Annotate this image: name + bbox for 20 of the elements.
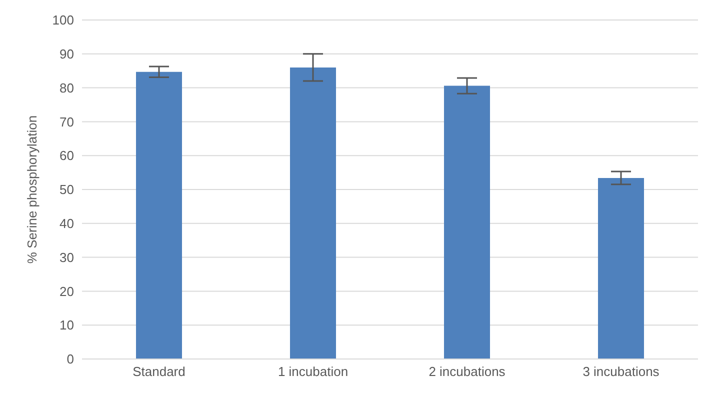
x-tick-label: 3 incubations: [582, 364, 660, 380]
y-tick-label: 90: [60, 46, 74, 62]
y-tick-label: 30: [60, 250, 74, 265]
y-axis-title: % Serine phosphorylation: [24, 115, 40, 264]
x-tick-label: 2 incubations: [428, 364, 506, 380]
y-tick-label: 70: [60, 114, 74, 130]
y-tick-label: 10: [60, 318, 74, 333]
y-tick-label: 0: [66, 352, 74, 367]
x-tick-label: 1 incubation: [278, 364, 348, 380]
y-tick-label: 100: [52, 12, 74, 28]
y-tick-label: 80: [60, 80, 74, 96]
bar: [444, 86, 490, 359]
bar: [290, 67, 336, 359]
y-tick-label: 20: [60, 284, 74, 299]
y-tick-label: 60: [60, 148, 74, 164]
x-tick-label: Standard: [132, 364, 186, 380]
bar: [136, 72, 182, 359]
y-tick-label: 40: [60, 216, 74, 232]
bar: [598, 178, 644, 359]
y-tick-label: 50: [60, 182, 74, 198]
